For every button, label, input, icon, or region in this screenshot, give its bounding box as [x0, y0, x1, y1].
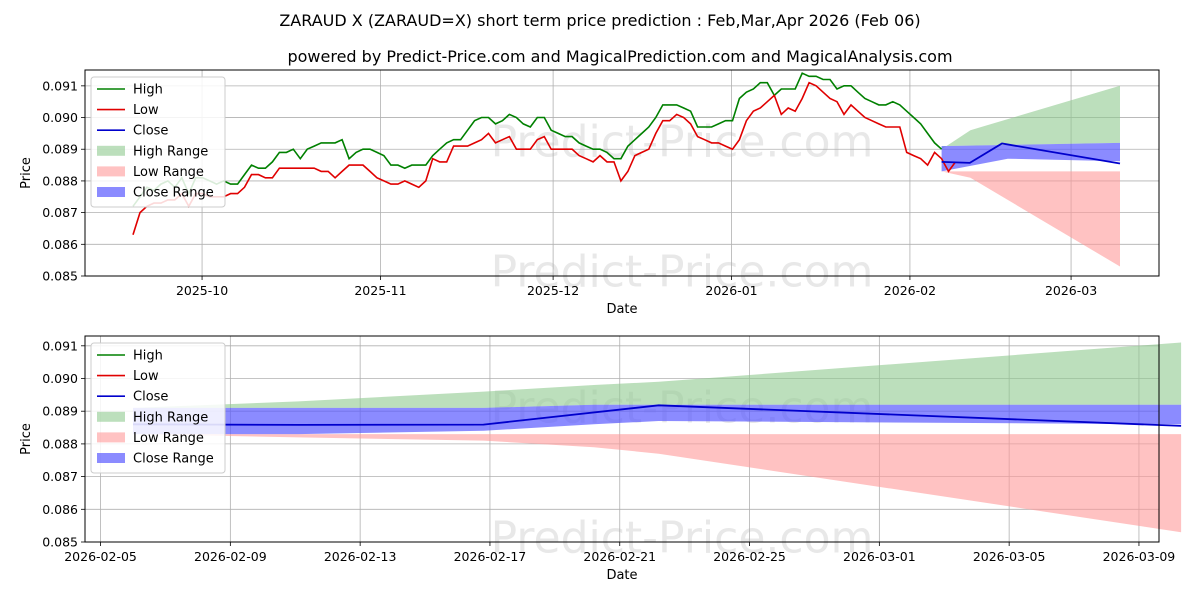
low-series-line: [132, 81, 957, 236]
watermark: Predict-Price.com: [491, 512, 874, 563]
x-tick-label: 2026-02-25: [713, 549, 786, 564]
legend-patch-high-range: [97, 411, 125, 422]
y-tick-label: 0.086: [42, 237, 78, 252]
y-tick-label: 0.085: [42, 535, 78, 550]
watermark: Predict-Price.com: [491, 246, 874, 297]
y-tick-label: 0.090: [42, 110, 78, 125]
legend-patch-low-range: [97, 166, 125, 177]
legend-label: Low: [133, 369, 159, 384]
legend-label: Low Range: [133, 431, 204, 446]
y-tick-label: 0.089: [42, 404, 78, 419]
y-tick-label: 0.088: [42, 173, 78, 188]
low-range-area: [133, 434, 1182, 533]
legend-label: Low: [133, 103, 159, 118]
y-axis-label: Price: [19, 423, 34, 455]
x-axis-label: Date: [606, 568, 637, 583]
y-axis-label: Price: [19, 157, 34, 189]
close-series-line: [132, 404, 1182, 427]
close-range-area: [941, 142, 1120, 172]
x-tick-label: 2026-03-01: [843, 549, 916, 564]
high-series-line: [132, 72, 943, 207]
high-range-area: [941, 85, 1120, 150]
x-tick-label: 2026-02-05: [64, 549, 137, 564]
y-tick-label: 0.091: [42, 78, 78, 93]
x-tick-label: 2026-03: [1045, 283, 1097, 298]
x-tick-label: 2026-02-21: [583, 549, 656, 564]
x-tick-label: 2026-02-17: [454, 549, 527, 564]
y-tick-label: 0.091: [42, 338, 78, 353]
legend-label: Close Range: [133, 186, 214, 201]
x-tick-label: 2026-02-13: [324, 549, 397, 564]
legend-label: High: [133, 349, 163, 364]
x-tick-label: 2026-02: [884, 283, 936, 298]
y-tick-label: 0.087: [42, 205, 78, 220]
close-series-line: [941, 142, 1121, 165]
legend-patch-close-range: [97, 187, 125, 197]
y-tick-label: 0.087: [42, 469, 78, 484]
x-tick-label: 2025-11: [354, 283, 406, 298]
plot-border: [84, 69, 1160, 277]
x-tick-label: 2025-12: [527, 283, 579, 298]
watermark: Predict-Price.com: [491, 117, 874, 168]
top-panel: Predict-Price.com Predict-Price.com 0.085 0…: [19, 69, 1160, 317]
legend-patch-low-range: [97, 432, 125, 443]
x-axis-label: Date: [606, 302, 637, 317]
y-tick-label: 0.086: [42, 502, 78, 517]
legend-label: Low Range: [133, 165, 204, 180]
legend-label: High Range: [133, 144, 208, 159]
close-range-area: [133, 404, 1182, 435]
x-tick-label: 2025-10: [176, 283, 228, 298]
plot-border: [84, 335, 1160, 543]
y-tick-label: 0.089: [42, 142, 78, 157]
y-tick-label: 0.085: [42, 269, 78, 284]
legend-patch-close-range: [97, 453, 125, 463]
legend-patch-high-range: [97, 145, 125, 156]
x-tick-label: 2026-02-09: [194, 549, 267, 564]
low-range-area: [941, 171, 1120, 267]
x-tick-label: 2026-03-05: [973, 549, 1046, 564]
y-tick-label: 0.088: [42, 436, 78, 451]
y-tick-label: 0.090: [42, 371, 78, 386]
x-tick-label: 2026-01: [705, 283, 757, 298]
x-tick-label: 2026-03-09: [1103, 549, 1176, 564]
bottom-panel: Predict-Price.comPredict-Price.com0.0850…: [19, 335, 1182, 583]
legend-label: Close: [133, 124, 168, 139]
legend-label: High Range: [133, 410, 208, 425]
legend-label: High: [133, 83, 163, 98]
legend-label: Close Range: [133, 452, 214, 467]
chart-subtitle: powered by Predict-Price.com and Magical…: [287, 47, 952, 66]
legend-label: Close: [133, 390, 168, 405]
high-range-area: [133, 342, 1182, 408]
chart-title: ZARAUD X (ZARAUD=X) short term price pre…: [279, 11, 920, 30]
